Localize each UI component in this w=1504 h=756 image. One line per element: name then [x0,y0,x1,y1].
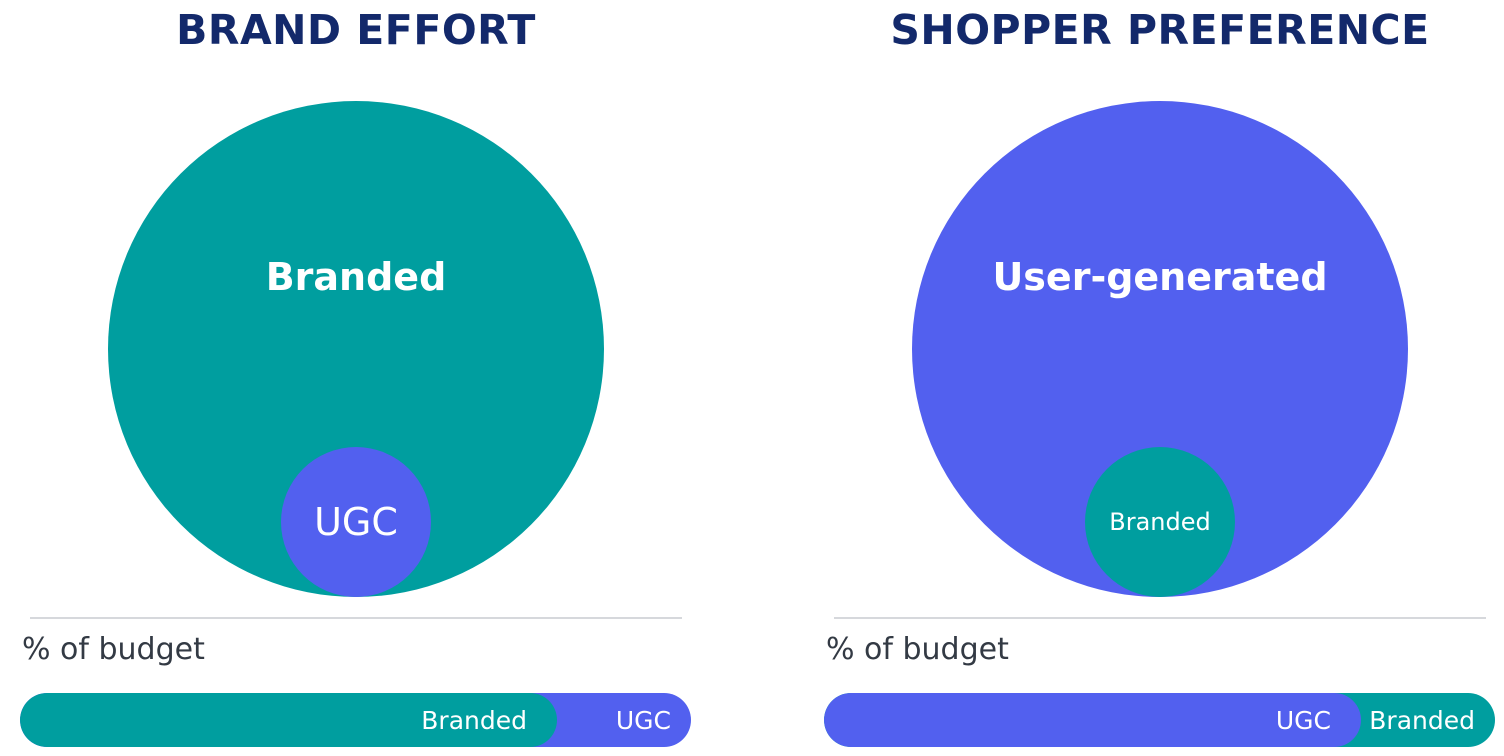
divider-line [30,617,682,619]
brand-effort-panel: BRAND EFFORT Branded UGC % of budget Bra… [6,0,706,756]
big-circle-label: User-generated [992,255,1328,299]
branded-small-circle [1085,447,1235,597]
budget-label: % of budget [826,632,1009,667]
panel-title: SHOPPER PREFERENCE [890,6,1430,54]
big-circle-label: Branded [265,255,447,299]
panel-title: BRAND EFFORT [176,6,536,54]
budget-bar-major-segment [824,693,1361,747]
budget-bar-major-label: Branded [421,706,527,735]
shopper-preference-panel: SHOPPER PREFERENCE User-generated Brande… [810,0,1504,756]
budget-bar-major-label: UGC [1275,706,1331,735]
budget-bar-minor-label: UGC [615,706,671,735]
budget-bar: Branded UGC [20,693,691,747]
divider-line [834,617,1486,619]
ugc-small-circle [281,447,431,597]
budget-bar-minor-label: Branded [1369,706,1475,735]
small-circle-label: Branded [1109,508,1211,536]
small-circle-label: UGC [314,500,398,544]
budget-label: % of budget [22,632,205,667]
budget-bar-major-segment [20,693,557,747]
budget-bar: UGC Branded [824,693,1495,747]
